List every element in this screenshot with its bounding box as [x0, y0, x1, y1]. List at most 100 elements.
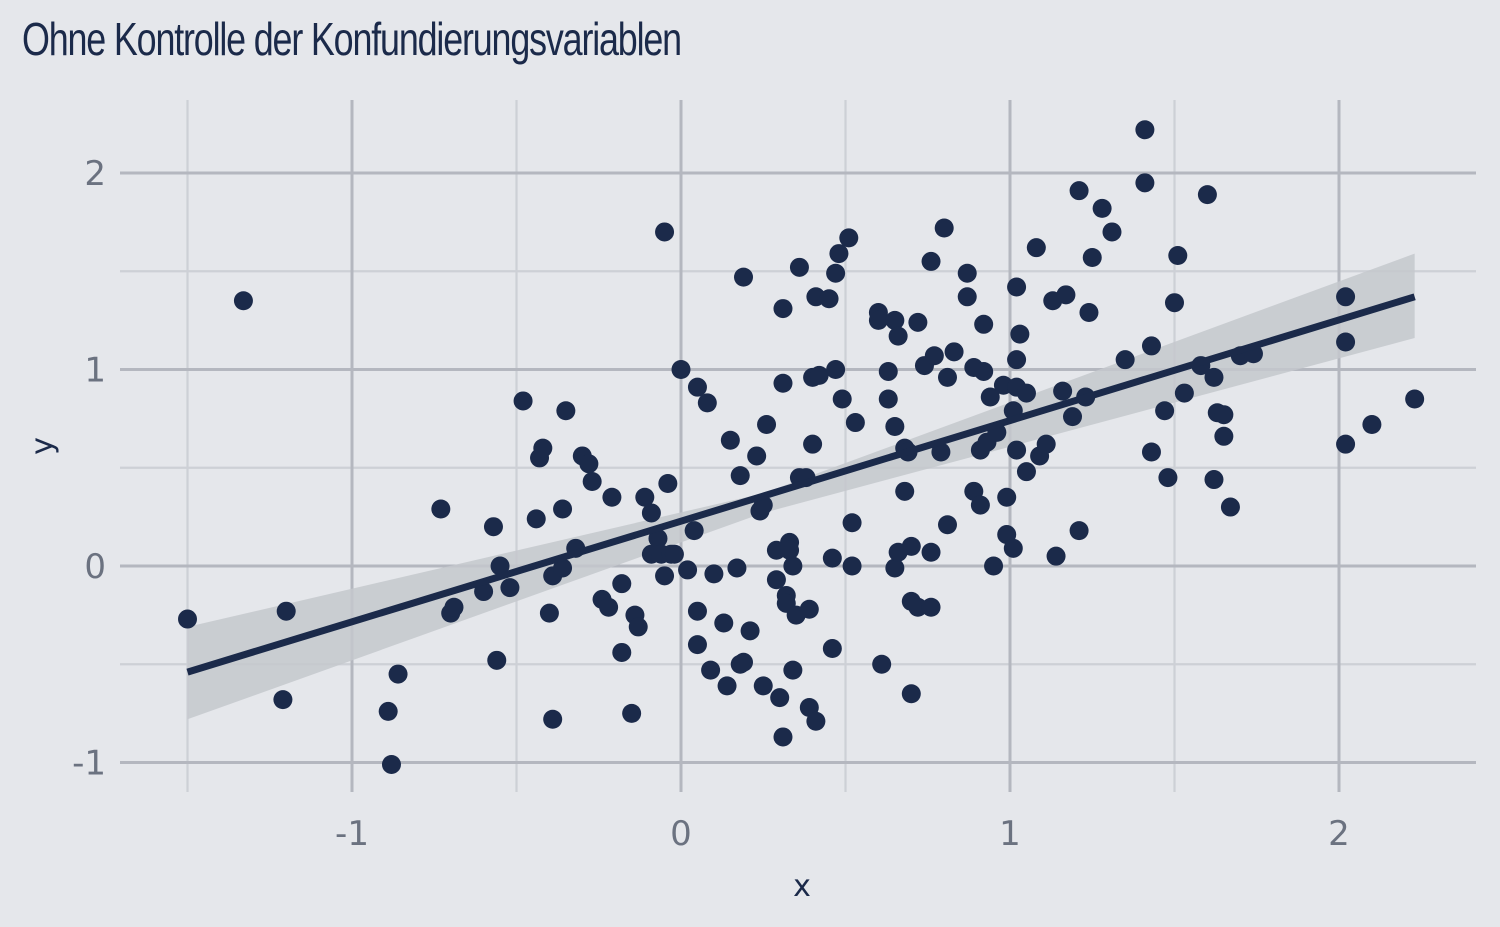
data-point — [553, 558, 573, 578]
data-point — [766, 570, 786, 590]
data-point — [757, 415, 777, 435]
data-point — [842, 556, 862, 576]
data-point — [1168, 246, 1188, 266]
data-point — [1158, 468, 1178, 488]
data-point — [829, 244, 849, 264]
data-point — [431, 499, 451, 519]
data-point — [974, 314, 994, 334]
data-point — [901, 684, 921, 704]
data-point — [727, 558, 747, 578]
data-point — [885, 558, 905, 578]
data-point — [582, 472, 602, 492]
data-point — [1197, 185, 1217, 205]
data-point — [921, 251, 941, 271]
data-point — [1214, 426, 1234, 446]
data-point — [1141, 442, 1161, 462]
data-point — [1135, 173, 1155, 193]
data-point — [937, 367, 957, 387]
data-point — [1362, 415, 1382, 435]
data-point — [908, 312, 928, 332]
data-point — [664, 544, 684, 564]
data-point — [1214, 405, 1234, 425]
data-point — [641, 503, 661, 523]
data-point — [717, 676, 737, 696]
y-axis-label: y — [25, 437, 60, 455]
data-point — [701, 660, 721, 680]
data-point — [622, 703, 642, 723]
data-point — [934, 218, 954, 238]
data-point — [1069, 521, 1089, 541]
data-point — [1010, 324, 1030, 344]
data-point — [997, 487, 1017, 507]
data-point — [885, 416, 905, 436]
data-point — [1007, 440, 1027, 460]
data-point — [1016, 462, 1036, 482]
data-point — [526, 509, 546, 529]
data-point — [543, 709, 563, 729]
data-point — [602, 487, 622, 507]
data-point — [553, 499, 573, 519]
data-point — [839, 228, 859, 248]
data-point — [1092, 198, 1112, 218]
data-point — [1141, 336, 1161, 356]
data-point — [1220, 497, 1240, 517]
x-tick-label: 0 — [670, 814, 692, 854]
data-point — [921, 542, 941, 562]
data-point — [957, 263, 977, 283]
data-point — [378, 701, 398, 721]
data-point — [1174, 383, 1194, 403]
data-point — [753, 676, 773, 696]
data-point — [980, 387, 1000, 407]
data-point — [714, 613, 734, 633]
data-point — [740, 621, 760, 641]
grid-minor — [120, 100, 1476, 792]
data-point — [474, 582, 494, 602]
data-point — [734, 652, 754, 672]
data-point — [921, 597, 941, 617]
data-point — [1053, 381, 1073, 401]
data-point — [878, 361, 898, 381]
data-point — [697, 393, 717, 413]
data-point — [803, 434, 823, 454]
data-point — [628, 617, 648, 637]
y-tick-label: 1 — [84, 351, 106, 391]
data-point — [658, 473, 678, 493]
data-point — [500, 578, 520, 598]
data-point — [822, 548, 842, 568]
data-point — [780, 540, 800, 560]
data-point — [895, 481, 915, 501]
y-tick-label: 0 — [84, 547, 106, 587]
x-tick-labels: -1 0 1 2 — [335, 814, 1350, 854]
data-point — [868, 310, 888, 330]
data-point — [924, 346, 944, 366]
data-point — [487, 650, 507, 670]
data-point — [937, 515, 957, 535]
data-point — [826, 360, 846, 379]
y-tick-label: 2 — [84, 154, 106, 194]
data-point — [599, 597, 619, 617]
data-point — [799, 599, 819, 619]
data-point — [687, 635, 707, 655]
regression-line — [186, 293, 1416, 676]
data-point — [1115, 350, 1135, 370]
data-point — [1155, 401, 1175, 421]
grid-major — [120, 100, 1476, 792]
data-point — [612, 574, 632, 594]
data-point — [944, 342, 964, 362]
data-point — [826, 263, 846, 283]
x-axis-label: x — [793, 869, 811, 904]
x-tick-label: -1 — [335, 814, 369, 854]
data-point — [1102, 222, 1122, 242]
data-point — [809, 365, 829, 385]
data-point — [783, 660, 803, 680]
data-point — [1336, 434, 1356, 454]
data-point — [381, 754, 401, 774]
data-point — [1056, 285, 1076, 305]
data-point — [770, 688, 790, 708]
data-point — [1204, 367, 1224, 387]
chart-title: Ohne Kontrolle der Konfundierungsvariabl… — [22, 13, 682, 65]
data-point — [276, 601, 296, 621]
data-point — [635, 487, 655, 507]
data-point — [1016, 383, 1036, 403]
